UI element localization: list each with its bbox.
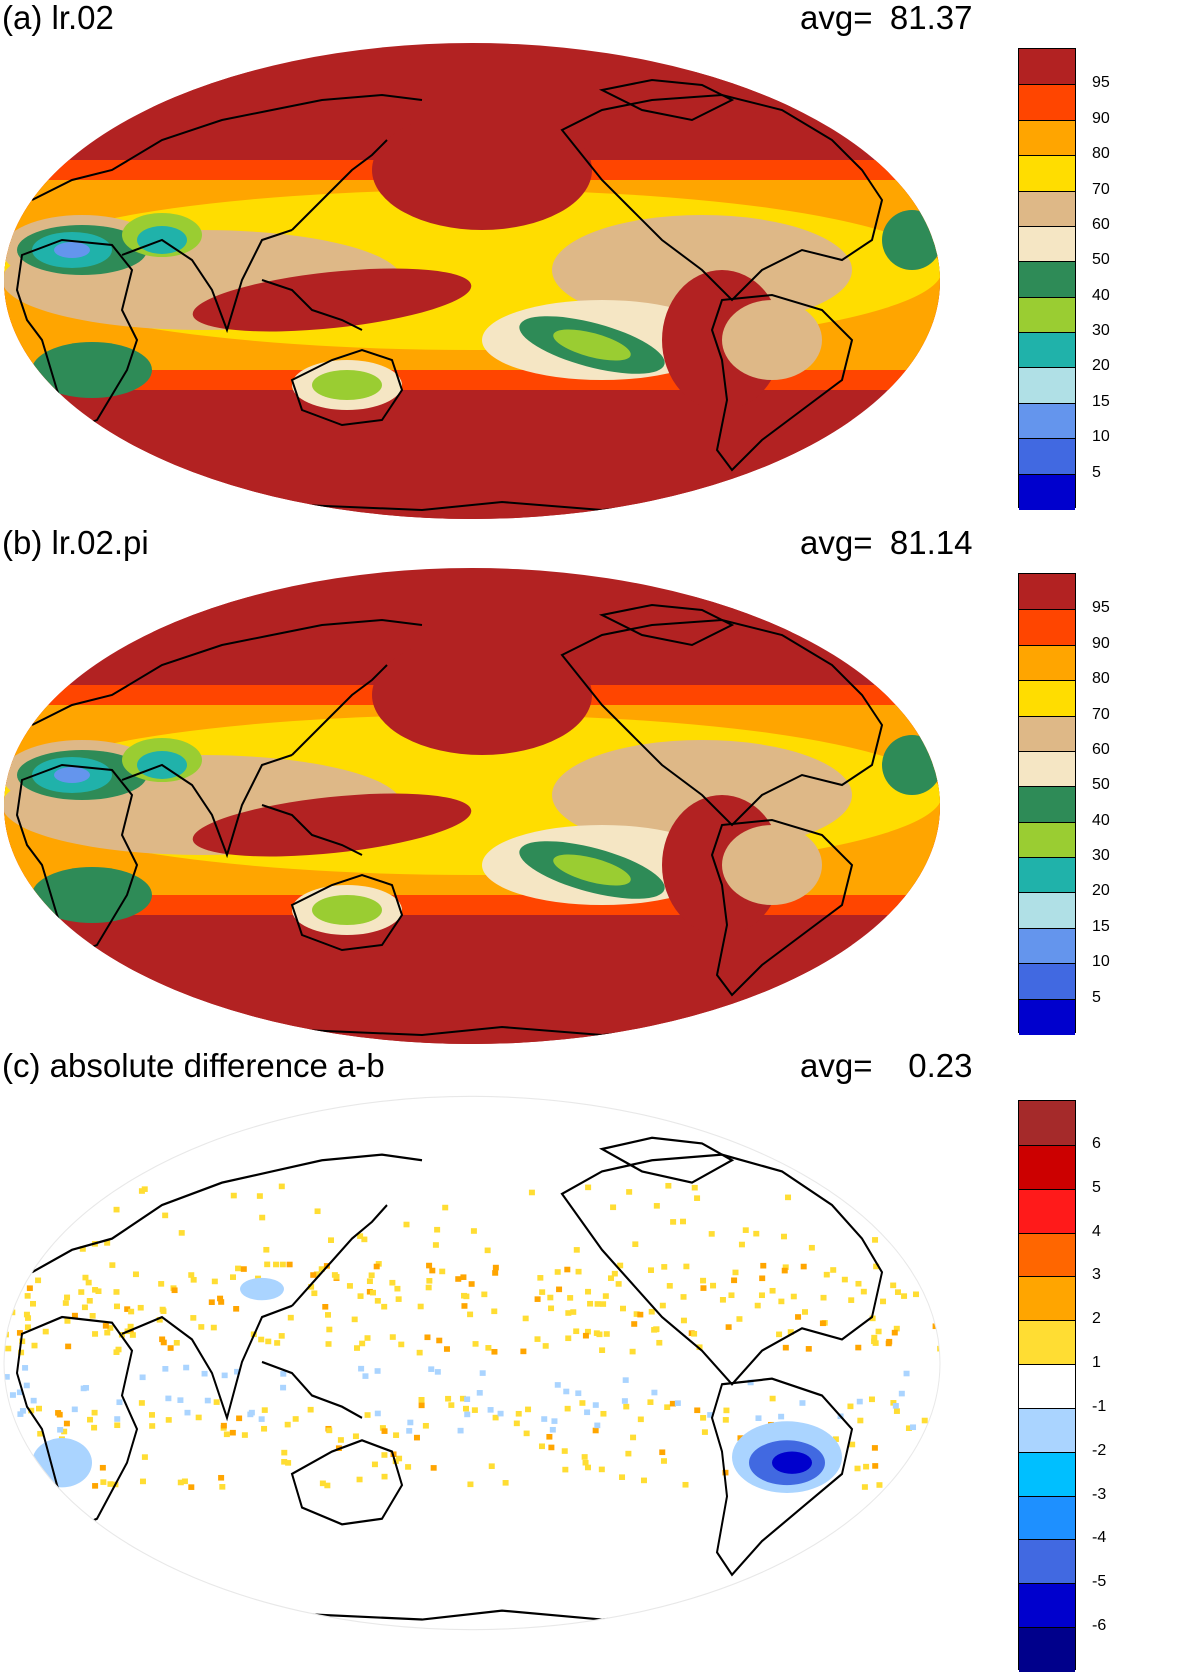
colorbar-swatch [1019,438,1075,475]
colorbar-swatch [1019,1188,1075,1234]
colorbar-swatch [1019,49,1075,86]
colorbar-swatch [1019,1451,1075,1497]
colorbar-swatch [1019,367,1075,404]
colorbar-tick-label: -3 [1092,1485,1107,1503]
colorbar-tick-label: -4 [1092,1529,1107,1547]
colorbar-swatch [1019,155,1075,192]
colorbar-tick-label: 10 [1092,953,1110,971]
colorbar-tick-label: 20 [1092,357,1110,375]
colorbar-tick-label: -5 [1092,1573,1107,1591]
colorbar-tick-label: 3 [1092,1266,1101,1284]
colorbar-swatch [1019,1539,1075,1585]
colorbar-tick-label: 15 [1092,917,1110,935]
colorbar-swatch [1019,1627,1075,1672]
colorbar-tick-label: 30 [1092,322,1110,340]
avg-value: 81.14 [889,524,973,561]
colorbar-swatch [1019,1232,1075,1278]
field-map [4,568,940,1044]
colorbar-tick-label: 40 [1092,286,1110,304]
difference-map [3,1095,941,1631]
colorbar-swatch [1019,1320,1075,1366]
panel-average: avg= 81.37 [800,0,972,36]
colorbar-tick-label: 95 [1092,74,1110,92]
colorbar-swatch [1019,609,1075,646]
panel-b: (b) lr.02.pi avg= 81.14 95 90 80 70 60 50 40 30 2… [0,525,1183,1045]
field-shading [4,43,940,519]
colorbar-tick-label: 4 [1092,1222,1101,1240]
colorbar-swatch [1019,1583,1075,1629]
colorbar-swatch [1019,1101,1075,1146]
panel-average: avg= 81.14 [800,525,972,561]
colorbar-tick-label: 1 [1092,1354,1101,1372]
colorbar-tick-label: 30 [1092,847,1110,865]
colorbar-tick-label: 50 [1092,251,1110,269]
colorbar-tick-label: 80 [1092,145,1110,163]
colorbar-tick-label: -6 [1092,1617,1107,1635]
colorbar-swatch [1019,473,1075,510]
colorbar-swatch [1019,750,1075,788]
colorbar-tick-label: 80 [1092,670,1110,688]
colorbar-swatch [1019,821,1075,859]
panel-title: (b) lr.02.pi [2,524,149,561]
colorbar-tick-label: 5 [1092,1178,1101,1196]
panel-c: (c) absolute difference a-b avg= 0.23 6 5 4… [0,1048,1183,1677]
colorbar-swatch [1019,963,1075,1000]
colorbar-tick-label: 2 [1092,1310,1101,1328]
colorbar [1018,48,1076,510]
colorbar-swatch [1019,296,1075,334]
avg-value: 81.37 [889,0,973,36]
colorbar-swatch [1019,1407,1075,1453]
colorbar-tick-label: -1 [1092,1397,1107,1415]
panel-a: (a) lr.02 avg= 81.37 95 90 80 70 60 50 40 30 20 15… [0,0,1183,520]
colorbar-swatch [1019,892,1075,929]
panel-title: (a) lr.02 [2,0,114,36]
colorbar-swatch [1019,402,1075,440]
colorbar-swatch [1019,715,1075,752]
colorbar-swatch [1019,332,1075,369]
colorbar-swatch [1019,1495,1075,1541]
colorbar-swatch [1019,225,1075,263]
colorbar-swatch [1019,190,1075,227]
colorbar-tick-label: 70 [1092,705,1110,723]
colorbar-swatch [1019,119,1075,157]
colorbar-tick-label: 20 [1092,882,1110,900]
colorbar-swatch [1019,857,1075,894]
avg-label: avg= [800,1047,873,1084]
colorbar-tick-label: 90 [1092,634,1110,652]
colorbar-swatch [1019,84,1075,121]
avg-label: avg= [800,0,873,36]
colorbar-swatch [1019,927,1075,965]
colorbar-tick-label: -2 [1092,1441,1107,1459]
colorbar-tick-label: 40 [1092,811,1110,829]
colorbar-tick-label: 5 [1092,988,1101,1006]
colorbar-tick-label: 5 [1092,463,1101,481]
colorbar-tick-label: 15 [1092,392,1110,410]
field-shading [4,1096,940,1630]
colorbar-swatch [1019,1364,1075,1409]
colorbar-tick-label: 95 [1092,599,1110,617]
avg-value: 0.23 [908,1047,973,1084]
colorbar-swatch [1019,998,1075,1035]
field-map [4,43,940,519]
colorbar-tick-label: 60 [1092,215,1110,233]
colorbar-tick-label: 6 [1092,1134,1101,1152]
colorbar-swatch [1019,1276,1075,1322]
colorbar-swatch [1019,1144,1075,1190]
colorbar-swatch [1019,680,1075,717]
avg-label: avg= [800,524,873,561]
colorbar-swatch [1019,644,1075,682]
colorbar-tick-label: 60 [1092,740,1110,758]
colorbar-swatch [1019,786,1075,823]
colorbar [1018,573,1076,1035]
colorbar-tick-label: 70 [1092,180,1110,198]
field-shading [4,568,940,1044]
colorbar-swatch [1019,574,1075,611]
panel-title: (c) absolute difference a-b [2,1047,385,1084]
colorbar-tick-label: 90 [1092,109,1110,127]
colorbar-swatch [1019,261,1075,298]
colorbar-tick-label: 50 [1092,776,1110,794]
colorbar [1018,1100,1076,1672]
panel-average: avg= 0.23 [800,1048,972,1084]
colorbar-tick-label: 10 [1092,428,1110,446]
